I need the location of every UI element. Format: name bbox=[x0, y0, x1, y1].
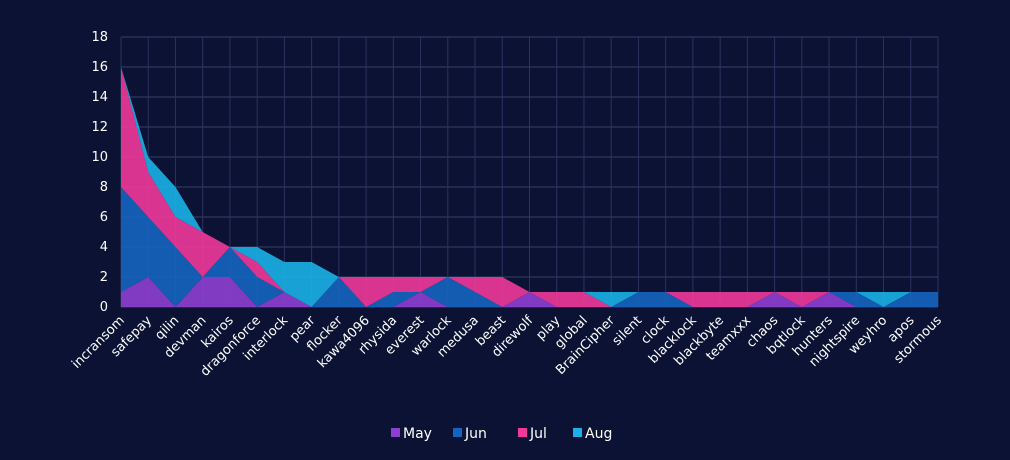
y-tick-label: 0 bbox=[100, 300, 108, 315]
y-tick-label: 14 bbox=[91, 90, 108, 105]
legend-swatch-jul bbox=[518, 428, 527, 437]
y-tick-label: 6 bbox=[100, 210, 108, 225]
y-axis-tick-labels: 0 2 4 6 8 10 12 14 16 18 bbox=[91, 30, 108, 315]
y-tick-label: 16 bbox=[91, 60, 108, 75]
x-tick-label: silent bbox=[610, 313, 646, 349]
y-tick-label: 18 bbox=[91, 30, 108, 45]
legend-label-aug: Aug bbox=[585, 426, 612, 442]
y-tick-label: 8 bbox=[100, 180, 108, 195]
y-tick-label: 4 bbox=[100, 240, 108, 255]
area-series bbox=[121, 67, 938, 307]
area-series-jun bbox=[121, 187, 938, 307]
y-tick-label: 10 bbox=[91, 150, 108, 165]
legend-label-jun: Jun bbox=[464, 426, 487, 442]
y-tick-label: 2 bbox=[100, 270, 108, 285]
legend-label-jul: Jul bbox=[529, 426, 547, 442]
legend-swatch-may bbox=[391, 428, 400, 437]
legend-label-may: May bbox=[403, 426, 432, 442]
y-tick-label: 12 bbox=[91, 120, 108, 135]
legend-swatch-jun bbox=[453, 428, 462, 437]
legend: May Jun Jul Aug bbox=[391, 426, 612, 442]
legend-swatch-aug bbox=[573, 428, 582, 437]
x-axis-tick-labels: incransomsafepayqilindevmankairosdragonf… bbox=[69, 313, 945, 380]
